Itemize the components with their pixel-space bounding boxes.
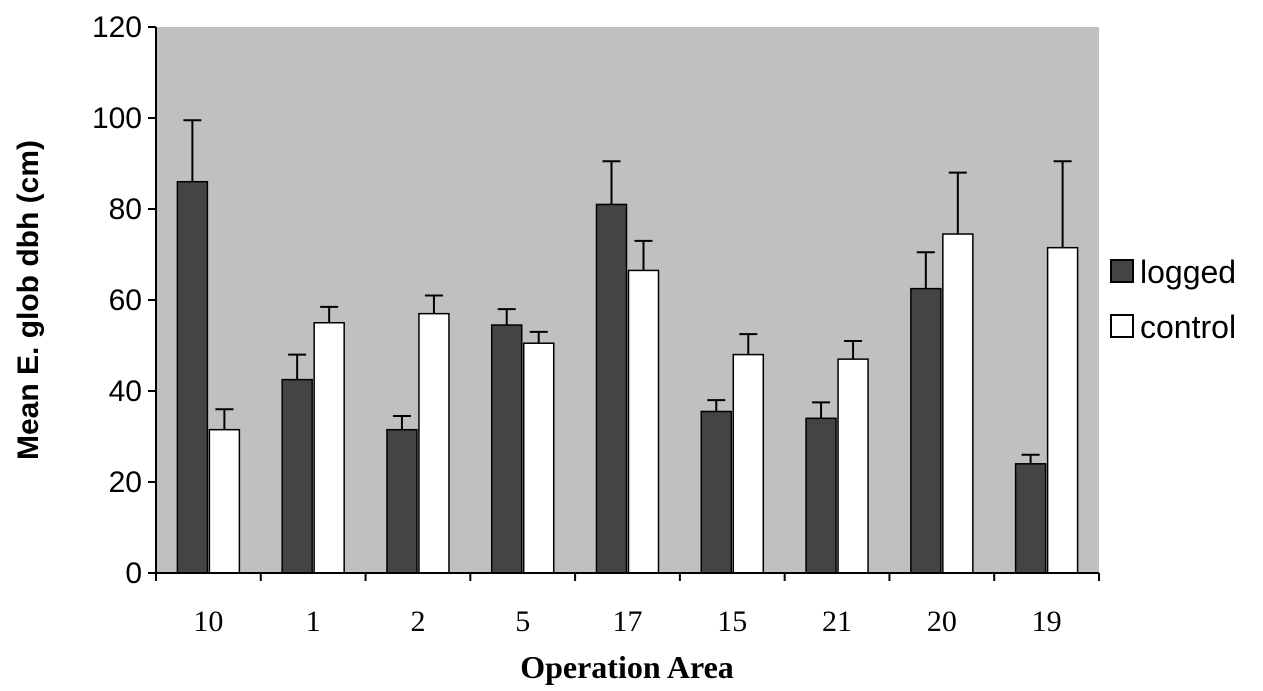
bar-logged-5 <box>490 324 523 574</box>
bar-logged-15 <box>700 410 733 574</box>
y-tick-label: 20 <box>109 466 142 499</box>
bar-logged-17 <box>595 203 628 574</box>
bar-logged-10 <box>176 180 209 574</box>
bar-control-19 <box>1046 246 1079 574</box>
bar-control-15 <box>732 353 765 574</box>
bar-control-17 <box>627 269 660 574</box>
bar-logged-20 <box>910 287 942 574</box>
x-tick-label: 21 <box>822 605 852 638</box>
y-tick-label: 0 <box>125 557 142 590</box>
legend-swatch-control <box>1110 314 1134 338</box>
x-axis-title: Operation Area <box>520 649 734 685</box>
legend-label-logged: logged <box>1140 254 1236 290</box>
legend: logged control <box>1110 254 1236 345</box>
y-tick-label: 60 <box>109 284 142 317</box>
x-ticks-layer: 10 1 2 5 17 15 21 20 19 <box>155 573 1100 638</box>
legend-swatch-logged <box>1110 259 1134 283</box>
y-axis-title: Mean E. glob dbh (cm) <box>12 140 45 460</box>
y-tick-label: 100 <box>92 102 142 135</box>
bar-control-21 <box>837 358 869 574</box>
bar-logged-1 <box>281 378 313 574</box>
x-tick-label: 20 <box>927 605 957 638</box>
y-ticks-layer: 0 20 40 60 80 100 120 <box>92 11 156 590</box>
bar-logged-21 <box>805 417 837 574</box>
bar-logged-19 <box>1014 463 1047 574</box>
bars-layer <box>176 180 1079 574</box>
bar-control-10 <box>208 428 241 574</box>
y-tick-label: 80 <box>109 193 142 226</box>
y-tick-label: 40 <box>109 375 142 408</box>
legend-label-control: control <box>1140 309 1236 345</box>
x-tick-label: 15 <box>717 605 747 638</box>
x-tick-label: 19 <box>1032 605 1062 638</box>
bar-control-2 <box>418 312 450 574</box>
x-tick-label: 10 <box>193 605 223 638</box>
x-tick-label: 1 <box>306 605 321 638</box>
error-bars-layer <box>183 119 1072 464</box>
bar-logged-2 <box>386 428 418 574</box>
x-tick-label: 2 <box>410 605 425 638</box>
y-tick-label: 120 <box>92 11 142 44</box>
bar-control-1 <box>313 322 345 574</box>
x-tick-label: 5 <box>515 605 530 638</box>
bar-control-5 <box>522 342 555 574</box>
x-tick-label: 17 <box>613 605 643 638</box>
plot-area <box>156 27 1099 573</box>
bar-control-20 <box>942 233 974 574</box>
